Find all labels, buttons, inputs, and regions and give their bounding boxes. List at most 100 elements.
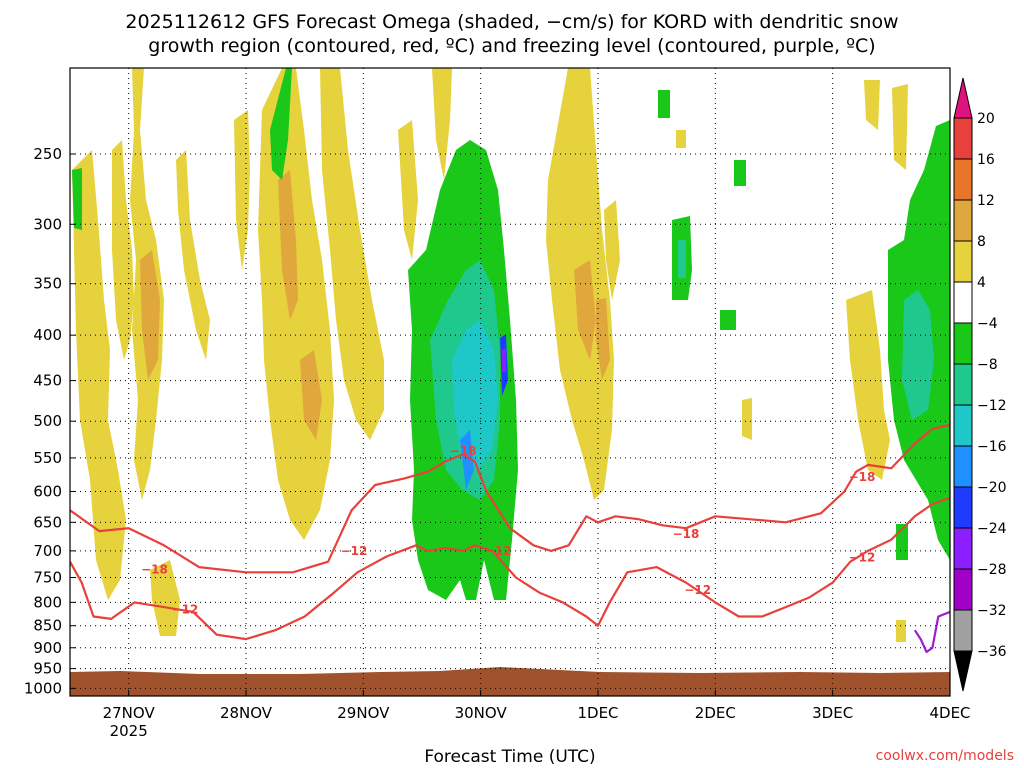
omega-shade-patch [902, 290, 934, 420]
x-tick-label: 2DEC [695, 704, 736, 722]
omega-shade-patch [300, 350, 322, 440]
colorbar-label: 4 [977, 275, 986, 291]
omega-shade-patch [502, 348, 506, 372]
x-tick-label: 3DEC [812, 704, 853, 722]
contour-label: −18 [450, 444, 477, 458]
colorbar-label: 20 [977, 111, 995, 127]
colorbar-label: −12 [977, 398, 1007, 414]
y-tick-label: 750 [33, 568, 62, 586]
colorbar-swatch [953, 568, 973, 611]
omega-shade-patch [72, 168, 82, 230]
omega-shade-patch [150, 560, 180, 636]
omega-shade-patch [452, 320, 498, 470]
colorbar-bottom-arrow [953, 650, 973, 692]
y-tick-label: 300 [33, 215, 62, 233]
omega-shade-patch [176, 150, 210, 360]
colorbar-swatch [953, 158, 973, 201]
contour-label: −12 [341, 544, 368, 558]
omega-shade-patch [896, 620, 906, 642]
colorbar: 20 16 12 8 4 −4 −8 −12 −16 −20 −24 −28 −32 −36 [953, 77, 1007, 692]
y-tick-label: 500 [33, 412, 62, 430]
y-tick-label: 250 [33, 145, 62, 163]
colorbar-label: −24 [977, 521, 1007, 537]
contour-label: −18 [141, 563, 168, 577]
colorbar-swatch [953, 486, 973, 529]
series-line-dgz_-12C [70, 496, 950, 641]
colorbar-swatch [953, 199, 973, 242]
colorbar-swatch [953, 609, 973, 652]
contour-label: −12 [485, 544, 512, 558]
colorbar-label: 16 [977, 152, 995, 168]
series-line-dgz_-18C [70, 423, 950, 574]
colorbar-swatch [953, 404, 973, 447]
contour-label: −18 [673, 527, 700, 541]
omega-shade-patch [734, 160, 746, 186]
omega-shade-patch [140, 250, 160, 380]
credit-text: coolwx.com/models [876, 748, 1014, 764]
colorbar-swatch [953, 117, 973, 160]
colorbar-top-arrow [953, 77, 973, 119]
y-tick-label: 650 [33, 513, 62, 531]
contour-label: −18 [849, 470, 876, 484]
omega-shade-patch [72, 150, 126, 600]
omega-shade-patch [846, 290, 890, 480]
omega-shade-patch [742, 398, 752, 440]
omega-shade-patch [420, 470, 440, 580]
x-tick-label: 1DEC [577, 704, 618, 722]
y-tick-label: 800 [33, 593, 62, 611]
y-tick-label: 700 [33, 542, 62, 560]
grid-layer [70, 68, 951, 696]
y-tick-label: 600 [33, 482, 62, 500]
colorbar-label: −16 [977, 439, 1007, 455]
colorbar-swatch [953, 322, 973, 365]
omega-shade-patch [864, 80, 880, 130]
plot-frame [69, 67, 951, 697]
colorbar-label: −4 [977, 316, 998, 332]
omega-shade-patch [270, 68, 292, 180]
contour-label-layer: −18 −12 −12 −18 −12 −18 −12 −18 −12 [141, 444, 875, 617]
omega-shade-patch [320, 68, 384, 440]
omega-shade-patch [596, 298, 610, 380]
omega-shade-patch [604, 200, 620, 300]
omega-shade-patch [678, 240, 686, 278]
colorbar-swatch [953, 281, 973, 324]
omega-shade-patch [892, 84, 908, 170]
x-tick-label: 29NOV [337, 704, 390, 722]
colorbar-label: 8 [977, 234, 986, 250]
omega-shade-patch [676, 130, 686, 148]
colorbar-label: 12 [977, 193, 995, 209]
omega-shade-patch [398, 120, 418, 260]
omega-shade-patch [720, 310, 736, 330]
contour-label: −12 [172, 603, 199, 617]
omega-shade-patch [112, 140, 134, 360]
x-axis-label: Forecast Time (UTC) [424, 747, 595, 767]
colorbar-swatch [953, 527, 973, 570]
y-tick-label: 400 [33, 326, 62, 344]
colorbar-label: −8 [977, 357, 998, 373]
y-tick-label: 950 [33, 660, 62, 678]
series-line-freezing_level_0C [913, 610, 950, 654]
contour-label: −12 [684, 583, 711, 597]
colorbar-swatch [953, 445, 973, 488]
colorbar-label: −28 [977, 562, 1007, 578]
x-tick-label: 30NOV [455, 704, 508, 722]
omega-shade-patch [278, 170, 298, 320]
chart-title-line1: 2025112612 GFS Forecast Omega (shaded, −… [125, 11, 898, 33]
omega-shading [72, 68, 950, 642]
x-tick-label: 28NOV [220, 704, 273, 722]
x-tick-sublabel: 2025 [110, 722, 148, 740]
omega-shade-patch [460, 430, 474, 490]
x-tick-label: 27NOV [103, 704, 156, 722]
colorbar-swatch [953, 240, 973, 283]
y-tick-label: 900 [33, 639, 62, 657]
colorbar-label: −36 [977, 644, 1007, 660]
omega-shade-patch [432, 68, 452, 180]
y-tick-label: 550 [33, 449, 62, 467]
series-layer [70, 423, 950, 654]
colorbar-label: −32 [977, 603, 1007, 619]
y-tick-label: 350 [33, 275, 62, 293]
contour-label: −12 [849, 550, 876, 564]
y-tick-label: 1000 [24, 679, 62, 697]
